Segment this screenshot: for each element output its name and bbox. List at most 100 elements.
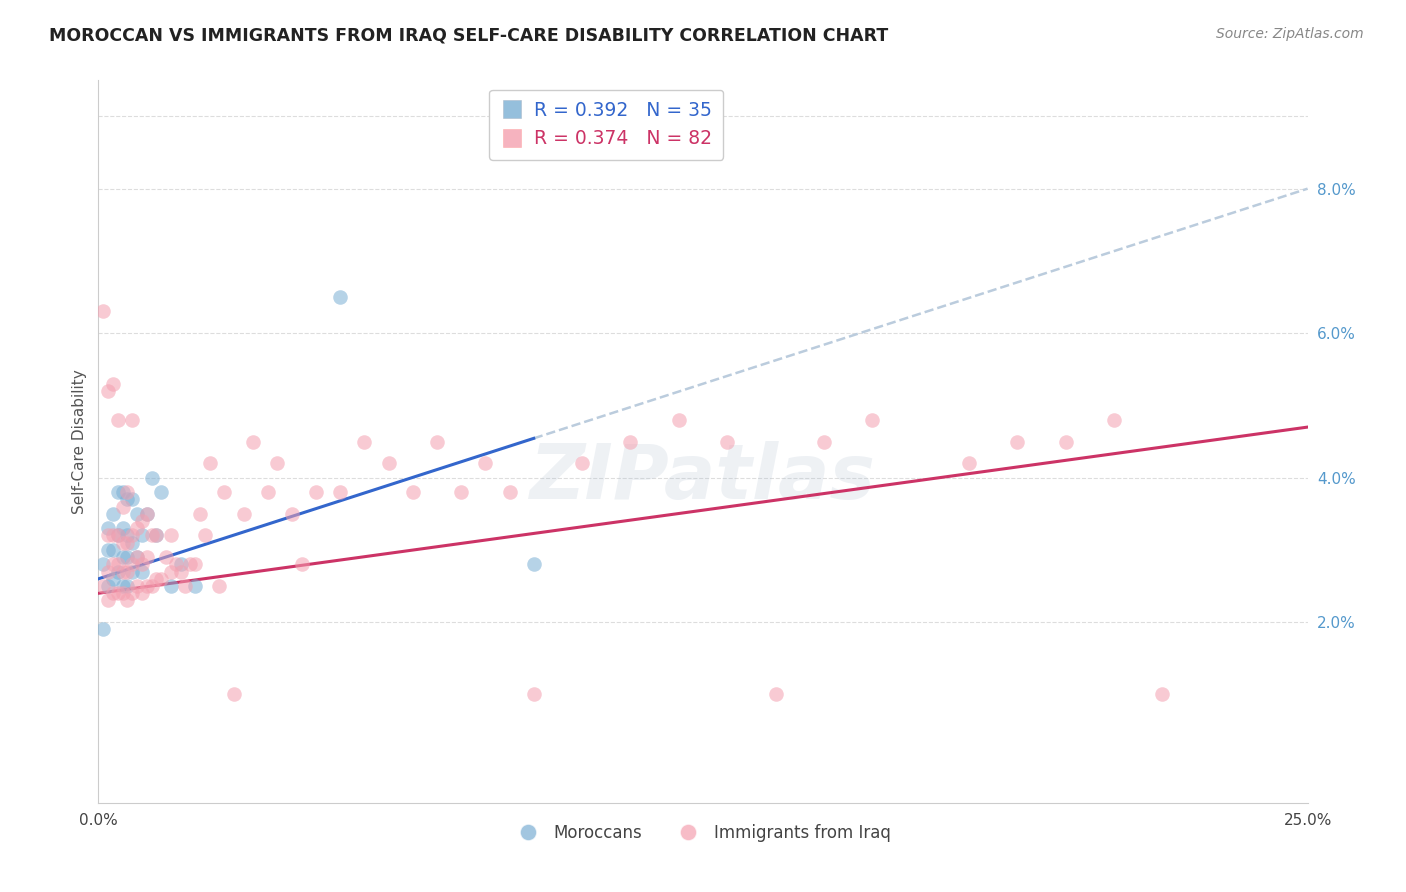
Point [141, 579, 163, 593]
Point [1152, 687, 1174, 701]
Point [101, 572, 124, 586]
Point [957, 456, 980, 470]
Point [668, 413, 690, 427]
Point [194, 528, 217, 542]
Point [101, 528, 124, 542]
Point [523, 687, 546, 701]
Point [498, 485, 520, 500]
Point [117, 485, 139, 500]
Point [208, 579, 231, 593]
Point [101, 586, 124, 600]
Point [131, 558, 153, 572]
Text: Source: ZipAtlas.com: Source: ZipAtlas.com [1216, 27, 1364, 41]
Point [101, 558, 124, 572]
Point [117, 593, 139, 607]
Point [242, 434, 264, 449]
Point [111, 550, 134, 565]
Point [107, 528, 129, 542]
Point [290, 558, 312, 572]
Point [117, 550, 139, 565]
Point [198, 456, 221, 470]
Point [127, 550, 149, 565]
Point [117, 579, 139, 593]
Point [160, 565, 183, 579]
Point [222, 687, 245, 701]
Point [91, 558, 114, 572]
Point [1007, 434, 1029, 449]
Point [135, 507, 157, 521]
Point [101, 542, 124, 557]
Point [169, 565, 191, 579]
Point [402, 485, 425, 500]
Point [281, 507, 304, 521]
Point [145, 528, 167, 542]
Point [101, 507, 124, 521]
Point [174, 579, 197, 593]
Point [160, 579, 183, 593]
Point [127, 521, 149, 535]
Point [121, 586, 143, 600]
Point [111, 485, 134, 500]
Point [184, 558, 207, 572]
Point [160, 528, 183, 542]
Point [353, 434, 375, 449]
Point [131, 514, 153, 528]
Point [111, 579, 134, 593]
Point [111, 521, 134, 535]
Point [329, 290, 352, 304]
Point [305, 485, 328, 500]
Point [571, 456, 593, 470]
Point [155, 550, 177, 565]
Point [107, 485, 129, 500]
Point [188, 507, 211, 521]
Point [121, 413, 143, 427]
Point [716, 434, 738, 449]
Point [97, 384, 120, 398]
Point [212, 485, 235, 500]
Point [127, 550, 149, 565]
Text: ZIPatlas: ZIPatlas [530, 441, 876, 515]
Point [619, 434, 641, 449]
Point [107, 413, 129, 427]
Point [860, 413, 883, 427]
Point [450, 485, 472, 500]
Point [131, 528, 153, 542]
Point [179, 558, 201, 572]
Point [165, 558, 187, 572]
Point [101, 376, 124, 391]
Point [169, 558, 191, 572]
Point [121, 492, 143, 507]
Point [256, 485, 278, 500]
Point [141, 528, 163, 542]
Point [117, 528, 139, 542]
Point [145, 528, 167, 542]
Point [121, 558, 143, 572]
Point [266, 456, 288, 470]
Point [91, 579, 114, 593]
Point [127, 507, 149, 521]
Point [145, 572, 167, 586]
Point [1054, 434, 1077, 449]
Point [765, 687, 787, 701]
Point [426, 434, 449, 449]
Point [117, 565, 139, 579]
Point [111, 535, 134, 549]
Point [107, 558, 129, 572]
Point [131, 586, 153, 600]
Y-axis label: Self-Care Disability: Self-Care Disability [72, 369, 87, 514]
Point [131, 565, 153, 579]
Point [107, 586, 129, 600]
Point [135, 507, 157, 521]
Legend: Moroccans, Immigrants from Iraq: Moroccans, Immigrants from Iraq [509, 817, 897, 848]
Point [97, 542, 120, 557]
Point [813, 434, 835, 449]
Point [111, 500, 134, 514]
Point [232, 507, 254, 521]
Point [1102, 413, 1125, 427]
Point [121, 565, 143, 579]
Point [107, 565, 129, 579]
Point [121, 528, 143, 542]
Point [97, 579, 120, 593]
Point [523, 558, 546, 572]
Point [150, 485, 173, 500]
